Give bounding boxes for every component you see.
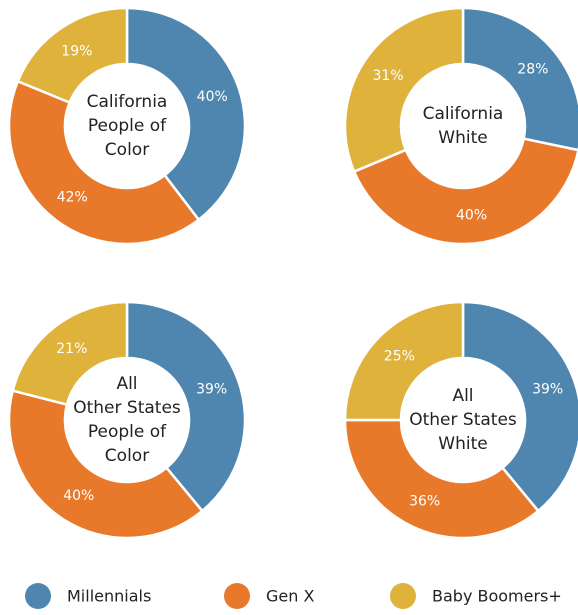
center-title: Other States bbox=[73, 398, 181, 418]
legend-label: Gen X bbox=[266, 587, 314, 606]
donut-slice bbox=[352, 137, 578, 246]
donut-slice bbox=[7, 79, 201, 246]
center-title: California bbox=[423, 104, 504, 124]
donut-slice bbox=[7, 389, 204, 540]
value-label: 40% bbox=[63, 488, 94, 504]
value-label: 31% bbox=[373, 68, 404, 84]
legend-swatch bbox=[25, 583, 51, 609]
value-label: 39% bbox=[532, 382, 563, 398]
donut-slice bbox=[11, 300, 129, 407]
legend-label: Millennials bbox=[67, 587, 151, 606]
value-label: 28% bbox=[517, 61, 548, 77]
legend-swatch bbox=[390, 583, 416, 609]
value-label: 36% bbox=[409, 493, 440, 509]
donut-slice bbox=[461, 300, 578, 513]
value-label: 40% bbox=[197, 89, 228, 105]
center-title: People of bbox=[88, 116, 167, 136]
donut-slice bbox=[16, 6, 129, 105]
value-label: 19% bbox=[61, 43, 92, 59]
donut-slice bbox=[125, 300, 247, 513]
center-title: Color bbox=[105, 140, 149, 160]
donut-slice bbox=[461, 6, 578, 152]
value-label: 21% bbox=[56, 341, 87, 357]
center-title: California bbox=[87, 92, 168, 112]
center-title: Color bbox=[105, 446, 149, 466]
value-label: 42% bbox=[57, 189, 88, 205]
center-title: People of bbox=[88, 422, 167, 442]
donut-slice bbox=[125, 6, 247, 222]
center-title: All bbox=[116, 374, 137, 394]
legend-swatch bbox=[224, 583, 250, 609]
value-label: 40% bbox=[456, 208, 487, 224]
value-label: 25% bbox=[384, 348, 415, 364]
center-title: All bbox=[452, 386, 473, 406]
value-label: 39% bbox=[196, 382, 227, 398]
donut-slice bbox=[343, 300, 465, 422]
donut-slice bbox=[343, 6, 465, 174]
donut-slice bbox=[343, 418, 540, 540]
legend-label: Baby Boomers+ bbox=[432, 587, 562, 606]
center-title: White bbox=[438, 128, 487, 148]
center-title: White bbox=[438, 434, 487, 454]
center-title: Other States bbox=[409, 410, 517, 430]
